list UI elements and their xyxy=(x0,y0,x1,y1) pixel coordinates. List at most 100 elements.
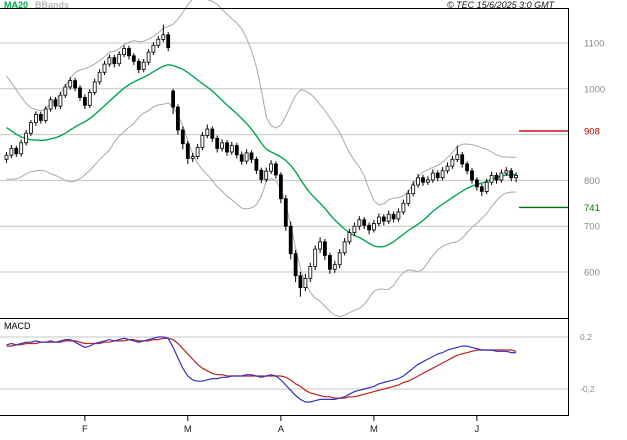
candle-body xyxy=(269,163,274,172)
candle-body xyxy=(63,86,68,96)
candle-body xyxy=(146,51,151,63)
candle-body xyxy=(234,145,239,156)
ma20-line xyxy=(6,63,517,248)
legend-ma20-label: MA20 xyxy=(4,0,29,10)
month-label: M xyxy=(370,424,378,435)
candle-body xyxy=(396,211,401,220)
candle-body xyxy=(416,177,421,186)
candle-body xyxy=(156,38,161,46)
copyright-notice: © TEC 15/6/2025 3:0 GMT xyxy=(447,0,555,10)
candle-body xyxy=(38,114,43,121)
candle-body xyxy=(406,193,411,204)
candle-body xyxy=(386,213,391,222)
candle-body xyxy=(509,170,514,179)
candle-body xyxy=(175,106,180,131)
candle-body xyxy=(352,225,357,233)
price-tick-label: 1000 xyxy=(584,84,605,95)
candle-body xyxy=(278,174,283,200)
candle-body xyxy=(435,172,440,179)
candle-body xyxy=(254,158,259,171)
candle-body xyxy=(504,170,509,174)
candle-body xyxy=(220,142,225,149)
macd-line xyxy=(6,336,517,403)
legend-bbands-label: BBands xyxy=(35,0,70,10)
month-label: J xyxy=(475,424,480,435)
candle-body xyxy=(298,275,303,289)
candle-body xyxy=(68,80,73,88)
candle-body xyxy=(83,97,87,106)
candle-body xyxy=(308,266,313,279)
candle-body xyxy=(131,55,136,62)
candle-body xyxy=(229,145,234,153)
candle-body xyxy=(455,154,460,160)
candle-body xyxy=(283,198,288,227)
candle-body xyxy=(337,252,342,266)
bollinger-lower-band xyxy=(6,102,517,318)
candle-body xyxy=(87,92,92,106)
macd-signal-line xyxy=(6,337,517,399)
candle-body xyxy=(171,90,176,108)
candle-body xyxy=(381,216,386,222)
candle-body xyxy=(112,57,117,65)
candle-body xyxy=(117,54,122,65)
candle-body xyxy=(210,128,215,139)
candle-body xyxy=(9,147,14,156)
candle-body xyxy=(73,80,77,89)
candle-body xyxy=(367,224,372,231)
candle-body xyxy=(195,146,200,157)
candle-body xyxy=(450,158,455,167)
candle-body xyxy=(151,44,156,53)
candle-body xyxy=(264,170,269,180)
candle-body xyxy=(421,177,425,183)
candle-body xyxy=(14,147,19,155)
candle-body xyxy=(19,142,24,155)
candle-body xyxy=(411,184,416,195)
candle-body xyxy=(28,122,33,134)
candle-body xyxy=(136,60,141,70)
candle-body xyxy=(48,99,53,110)
price-tick-label: 800 xyxy=(584,176,600,187)
candle-body xyxy=(347,232,352,243)
candle-body xyxy=(440,170,445,179)
candle-body xyxy=(460,154,465,165)
candle-body xyxy=(239,154,244,162)
candle-body xyxy=(249,152,254,160)
candle-body xyxy=(357,219,362,227)
month-label: F xyxy=(82,424,88,435)
candle-body xyxy=(205,128,210,136)
candle-body xyxy=(141,61,146,70)
macd-tick-label: -0,2 xyxy=(580,384,595,394)
candle-body xyxy=(479,186,484,192)
candle-body xyxy=(514,174,518,179)
candle-body xyxy=(430,172,435,181)
candle-body xyxy=(166,34,171,48)
price-tick-label: 700 xyxy=(584,222,600,233)
candle-body xyxy=(474,179,479,188)
macd-tick-label: 0,2 xyxy=(580,332,592,342)
bollinger-upper-band xyxy=(6,0,517,206)
candle-body xyxy=(190,156,195,159)
candle-body xyxy=(332,264,337,270)
candle-body xyxy=(200,135,205,148)
candle-body xyxy=(465,163,470,172)
month-label: A xyxy=(278,424,285,435)
candle-body xyxy=(185,143,190,159)
candle-body xyxy=(489,174,494,183)
candle-body xyxy=(259,169,264,180)
candle-body xyxy=(401,202,406,213)
candle-body xyxy=(24,132,29,144)
candle-body xyxy=(342,241,347,254)
candle-body xyxy=(102,63,107,73)
candle-body xyxy=(391,213,396,220)
candle-body xyxy=(313,248,318,267)
price-tick-label: 600 xyxy=(584,268,600,279)
price-tick-label: 1100 xyxy=(584,39,604,50)
candle-body xyxy=(58,94,63,107)
candle-body xyxy=(303,277,308,288)
candle-body xyxy=(122,48,126,55)
candle-body xyxy=(273,163,278,176)
candle-body xyxy=(78,87,82,98)
candle-body xyxy=(293,253,298,277)
candle-body xyxy=(371,223,376,231)
candle-body xyxy=(327,255,332,270)
